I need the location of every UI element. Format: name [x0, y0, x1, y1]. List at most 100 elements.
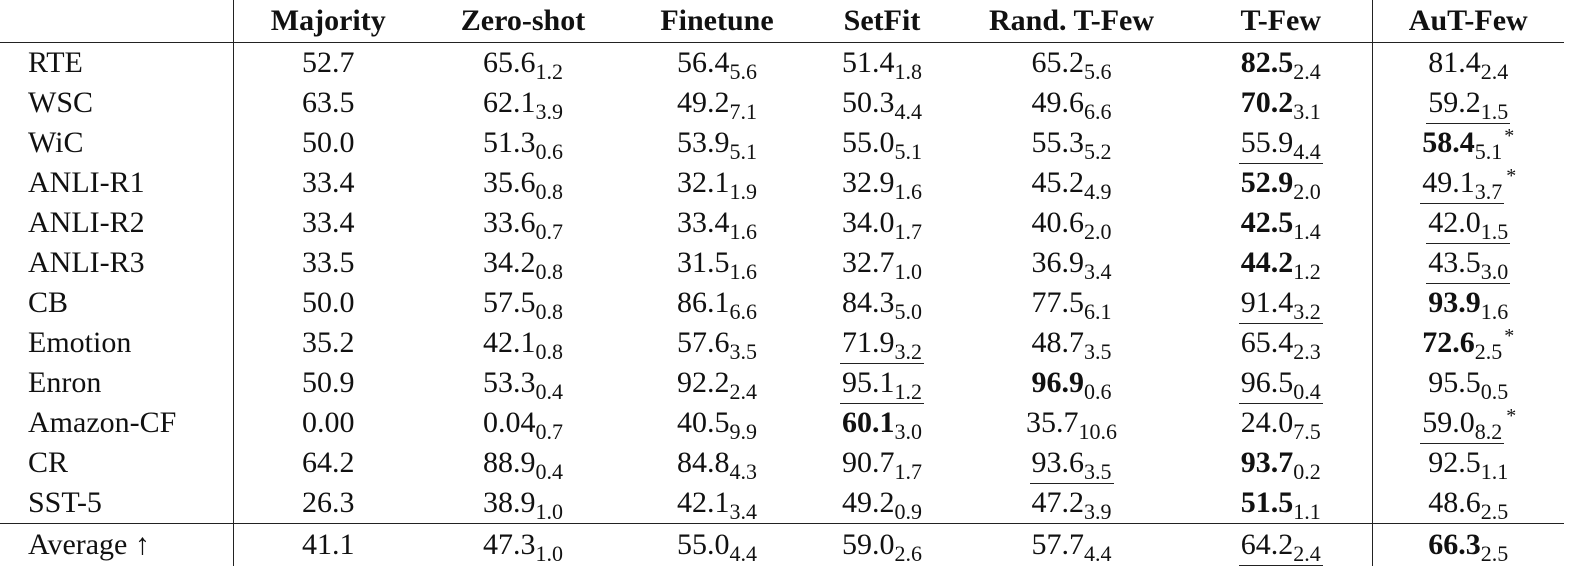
cell-value: 70.23.1 [1241, 86, 1321, 124]
std-dev: 1.0 [894, 259, 923, 284]
mean: 31.5 [677, 246, 730, 279]
cell-value: 84.84.3 [677, 446, 757, 484]
cell-value: 42.13.4 [677, 486, 757, 524]
std-dev: 7.5 [1293, 419, 1321, 444]
std-dev: 1.1 [1480, 459, 1509, 484]
mean: 92.5 [1428, 446, 1481, 479]
std-dev: 3.2 [894, 339, 923, 364]
std-dev: 6.6 [1084, 99, 1112, 124]
cell: 86.16.6 [623, 283, 811, 324]
cell-value: 26.3 [302, 486, 355, 519]
cell-value: 57.74.4 [1032, 528, 1112, 566]
significance-mark: * [1504, 125, 1515, 147]
cell: 57.74.4 [953, 523, 1190, 566]
cell-value: 50.9 [302, 366, 355, 399]
cell: 49.20.9 [811, 483, 953, 524]
cell-value: 56.45.6 [677, 46, 757, 84]
std-dev: 3.5 [729, 339, 758, 364]
std-dev: 1.7 [894, 459, 923, 484]
cell-value: 57.63.5 [677, 326, 757, 364]
mean: 91.4 [1240, 286, 1294, 319]
std-dev: 0.7 [535, 419, 564, 444]
cell: 91.43.2 [1190, 283, 1373, 324]
mean: 53.3 [483, 366, 536, 399]
cell-value: 40.62.0 [1032, 206, 1112, 244]
mean: 90.7 [842, 446, 895, 479]
cell-value: 55.35.2 [1032, 126, 1112, 164]
mean: 35.7 [1026, 406, 1079, 439]
mean: 45.2 [1031, 166, 1085, 199]
cell: 52.92.0 [1190, 163, 1373, 204]
cell: 47.23.9 [953, 483, 1190, 524]
mean: 55.9 [1240, 126, 1294, 159]
table-row: CB 50.0 57.50.8 86.16.6 84.35.0 77.56.1 91.43.… [0, 283, 1564, 324]
cell-value: 49.20.9 [840, 486, 924, 524]
mean: 63.5 [302, 86, 355, 119]
cell-value: 35.60.8 [483, 166, 563, 204]
mean: 26.3 [302, 486, 355, 519]
column-header: SetFit [811, 0, 953, 43]
cell-value: 55.04.4 [677, 528, 757, 566]
std-dev: 0.7 [535, 219, 564, 244]
cell: 96.90.6 [953, 363, 1190, 404]
cell-value: 33.60.7 [483, 206, 563, 244]
std-dev: 10.6 [1078, 419, 1118, 444]
cell-value: 55.05.1 [842, 126, 922, 164]
mean: 32.9 [842, 166, 895, 199]
cell-value: 35.2 [302, 326, 355, 359]
cell-value: 92.22.4 [677, 366, 757, 404]
cell-value: 90.71.7 [842, 446, 922, 484]
column-header: AuT-Few [1372, 0, 1564, 43]
cell-value: 24.07.5 [1241, 406, 1321, 444]
cell-value: 32.11.9 [677, 166, 757, 204]
mean: 52.9 [1240, 166, 1294, 199]
row-label: ANLI-R3 [0, 243, 234, 283]
cell-value: 48.62.5 [1428, 486, 1508, 524]
cell-value: 92.51.1 [1428, 446, 1508, 484]
mean: 49.2 [677, 86, 730, 119]
std-dev: 2.4 [1480, 59, 1509, 84]
cell-value: 35.710.6 [1026, 406, 1117, 444]
cell-value: 41.1 [302, 528, 355, 561]
cell: 88.90.4 [423, 443, 623, 484]
std-dev: 5.6 [729, 59, 758, 84]
std-dev: 0.4 [1293, 379, 1321, 404]
std-dev: 3.5 [1084, 339, 1112, 364]
cell: 50.34.4 [811, 83, 953, 124]
cell: 56.45.6 [623, 43, 811, 84]
std-dev: 2.4 [729, 379, 758, 404]
cell-value: 0.040.7 [483, 406, 563, 444]
std-dev: 4.9 [1084, 179, 1112, 204]
column-header [0, 0, 234, 43]
mean: 50.3 [842, 86, 895, 119]
cell: 35.2 [233, 323, 423, 363]
std-dev: 3.2 [1293, 299, 1321, 324]
cell: 42.51.4 [1190, 203, 1373, 244]
mean: 33.4 [302, 166, 355, 199]
std-dev: 2.4 [1293, 59, 1321, 84]
cell-value: 32.71.0 [842, 246, 922, 284]
cell: 64.22.4 [1190, 523, 1373, 566]
std-dev: 5.0 [894, 299, 923, 324]
mean: 48.6 [1428, 486, 1481, 519]
std-dev: 0.8 [535, 299, 564, 324]
cell-value: 50.34.4 [842, 86, 922, 124]
std-dev: 0.2 [1293, 459, 1321, 484]
cell: 92.22.4 [623, 363, 811, 404]
cell: 49.66.6 [953, 83, 1190, 124]
std-dev: 2.5 [1474, 339, 1503, 364]
mean: 86.1 [677, 286, 730, 319]
std-dev: 3.7 [1474, 179, 1503, 204]
std-dev: 3.4 [1084, 259, 1112, 284]
cell: 57.63.5 [623, 323, 811, 364]
mean: 43.5 [1428, 246, 1481, 279]
cell: 43.53.0 [1372, 243, 1564, 284]
cell-value: 57.50.8 [483, 286, 563, 324]
std-dev: 1.6 [1480, 299, 1509, 324]
std-dev: 7.1 [729, 99, 758, 124]
cell: 53.30.4 [423, 363, 623, 404]
std-dev: 3.4 [729, 499, 758, 524]
mean: 50.9 [302, 366, 355, 399]
cell-value: 42.01.5 [1426, 206, 1511, 244]
cell: 81.42.4 [1372, 43, 1564, 84]
